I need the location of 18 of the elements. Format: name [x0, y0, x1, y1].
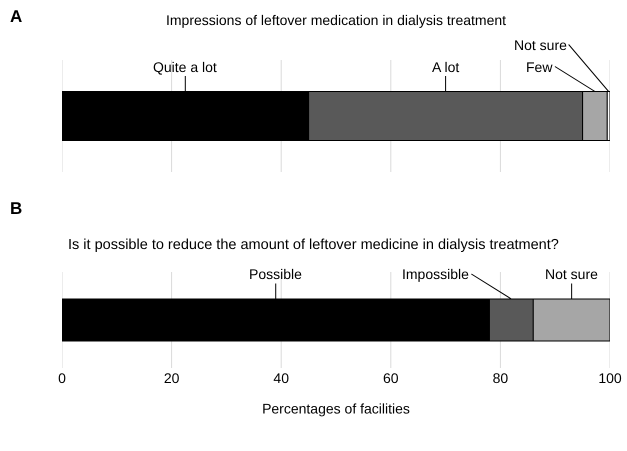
series-label: A lot	[432, 59, 460, 75]
x-tick-label: 0	[58, 370, 66, 386]
text: Not sure	[514, 37, 568, 53]
chart-title: Is it possible to reduce the amount of leftover medicine in dialysis treatment?	[68, 237, 559, 253]
x-tick-label: 60	[383, 370, 399, 386]
series-label: Possible	[249, 266, 302, 282]
x-tick-label: 40	[273, 370, 290, 386]
series-label: Impossible	[402, 266, 470, 282]
x-tick-label: 80	[492, 370, 508, 386]
text: A	[10, 7, 22, 26]
text: B	[10, 199, 22, 218]
series-label: Not sure	[545, 266, 598, 282]
x-tick-label: 20	[164, 370, 180, 386]
text: Few	[526, 59, 554, 75]
series-label: Quite a lot	[153, 59, 217, 75]
x-tick-label: 100	[598, 370, 622, 386]
x-axis-title: Percentages of facilities	[262, 400, 410, 416]
chart-title: Impressions of leftover medication in dialysis treatment	[166, 12, 506, 28]
